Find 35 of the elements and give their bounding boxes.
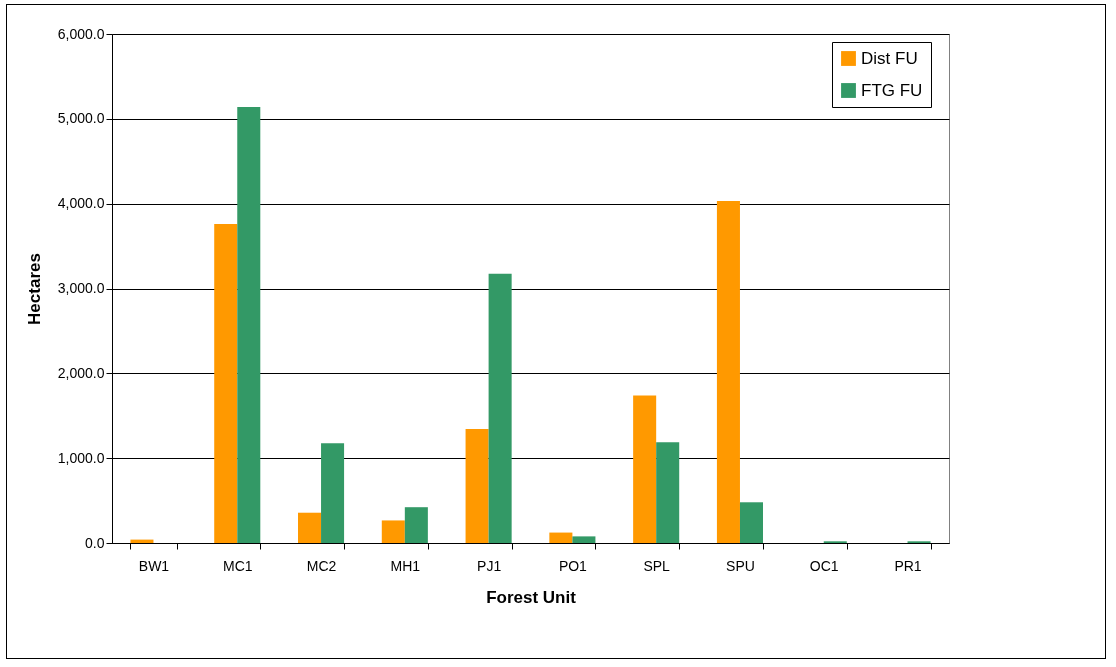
legend-label: FTG FU: [861, 80, 923, 100]
y-tick-label: 5,000.0: [57, 110, 105, 127]
y-tick-label: 6,000.0: [57, 25, 105, 42]
y-tick-label: 4,000.0: [57, 195, 105, 212]
bar: [298, 512, 322, 543]
y-tick-label: 3,000.0: [57, 280, 105, 296]
bar: [633, 395, 657, 543]
bar: [404, 507, 428, 543]
bar: [716, 201, 740, 543]
y-axis-title: Hectares: [24, 253, 44, 325]
bar: [739, 502, 763, 543]
y-tick-label: 0.0: [85, 534, 105, 551]
x-tick-label: BW1: [138, 557, 170, 574]
y-tick-label: 2,000.0: [57, 364, 105, 381]
bar: [321, 443, 345, 543]
legend-label: Dist FU: [861, 48, 918, 68]
bar: [572, 536, 596, 543]
x-tick-label: MC1: [222, 557, 253, 574]
bar: [381, 520, 405, 543]
x-axis-title: Forest Unit: [486, 587, 577, 607]
x-tick-label: PO1: [558, 557, 588, 574]
x-tick-label: SPU: [726, 557, 755, 574]
x-tick-label: PR1: [894, 557, 922, 574]
x-tick-label: SPL: [643, 557, 671, 574]
bar: [656, 442, 680, 543]
bar: [237, 106, 261, 543]
x-tick-label: MC2: [306, 557, 337, 574]
x-tick-label: MH1: [390, 557, 421, 574]
x-tick-label: OC1: [809, 557, 839, 574]
y-tick-label: 1,000.0: [57, 449, 105, 466]
bar: [488, 273, 512, 543]
bar: [465, 428, 489, 543]
bar: [549, 532, 573, 543]
bar: [214, 224, 238, 543]
x-tick-label: PJ1: [477, 557, 502, 574]
